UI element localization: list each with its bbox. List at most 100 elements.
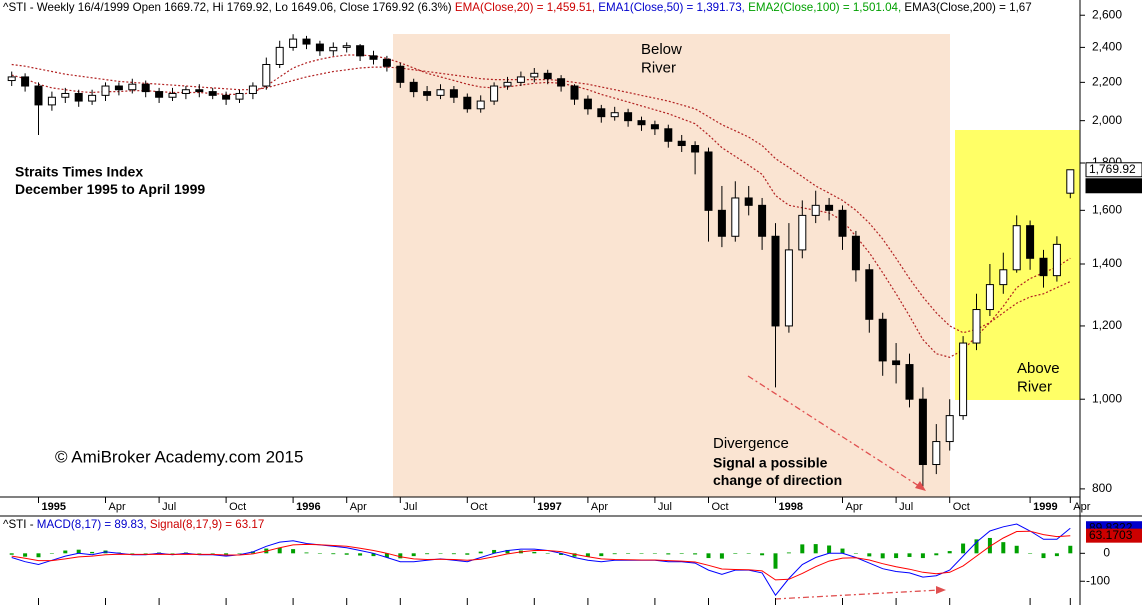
macd-histogram [411,553,416,557]
y-tick-label: 1,600 [1092,203,1122,217]
header-part: Signal(8,17,9) = 63.17 [150,518,264,531]
candle-body [141,83,150,93]
candle-body [731,197,740,237]
price-label-box [1085,178,1142,194]
x-tick-label: Apr [350,501,367,513]
candle-body [758,204,767,237]
header-part: MACD(8,17) = 89.83, [37,518,150,531]
candle-body [369,55,378,60]
candle-body [409,81,418,93]
macd-histogram [666,553,671,555]
y-tick-label: 2,600 [1092,7,1122,21]
candle-body [88,94,97,102]
x-tick-label: Oct [953,501,970,513]
y-tick-label: 1,200 [1092,318,1122,332]
macd-histogram [545,553,550,554]
candle-body [624,112,633,122]
candle-body [865,269,874,320]
macd-histogram [652,553,657,554]
macd-histogram [894,553,899,559]
candle-body [1052,243,1061,277]
macd-histogram [907,553,912,557]
arrow-head [936,586,946,594]
candle-body [423,91,432,96]
macd-histogram [49,553,54,554]
macd-histogram [1014,545,1019,554]
candle-body [275,46,284,65]
macd-histogram [773,553,778,569]
price-label-box [1085,162,1142,178]
macd-histogram [465,553,470,555]
macd-histogram [1028,553,1033,554]
candle-body [664,128,673,142]
macd-histogram [612,553,617,555]
macd-histogram [639,553,644,554]
candle-body [530,72,539,78]
x-tick-label: Jul [162,501,176,513]
macd-histogram [9,553,14,555]
candle-body [557,78,566,87]
header-part: ^STI - Weekly 16/4/1999 Open 1669.72, Hi… [3,1,455,14]
ema-line [11,54,1071,358]
macd-histogram [304,552,309,554]
macd-histogram [585,553,590,557]
candle-body [436,89,445,96]
macd-histogram [170,553,175,554]
header-part: EMA(Close,20) = 1,459.51, [455,1,598,14]
candle-body [1066,169,1075,194]
macd-histogram [317,553,322,554]
candle-body [128,83,137,91]
macd-line [11,523,1071,597]
macd-histogram [532,551,537,554]
candle-body [101,85,110,96]
macd-histogram [23,553,28,557]
x-tick-label: Jul [403,501,417,513]
candle-body [396,65,405,83]
y-tick-label: 1,400 [1092,256,1122,270]
header-part: ^STI - [3,518,37,531]
candle-body [222,94,231,100]
x-tick-label: 1998 [779,501,803,513]
macd-histogram [237,553,242,554]
y-tick-label: -100 [1086,573,1110,587]
macd-histogram [679,553,684,554]
candle-body [905,364,914,400]
macd-histogram [626,553,631,554]
macd-histogram [505,549,510,554]
annotation: Below [641,41,682,58]
y-tick-label: 2,200 [1092,75,1122,89]
candle-body [181,89,190,94]
candle-body [704,151,713,211]
macd-histogram [492,549,497,554]
y-tick-label: 1,000 [1092,391,1122,405]
candle-body [784,249,793,327]
macd-histogram [344,553,349,555]
x-tick-label: Oct [712,501,729,513]
macd-histogram [599,553,604,557]
annotation: Above [1017,360,1060,377]
candle-body [262,63,271,87]
candle-body [302,38,311,45]
candle-body [7,76,16,82]
x-tick-label: Apr [109,501,126,513]
annotation: Divergence [713,435,789,452]
candle-body [168,92,177,98]
candle-body [878,318,887,362]
candle-body [650,124,659,130]
x-tick-label: Apr [846,501,863,513]
price-header: ^STI - Weekly 16/4/1999 Open 1669.72, Hi… [3,1,1032,14]
candle-body [61,92,70,98]
price-panel [7,34,1075,487]
macd-histogram [827,545,832,554]
price-label: 1,769.92 [1089,162,1136,176]
macd-histogram [277,547,282,554]
x-tick-label: Jul [658,501,672,513]
macd-histogram [693,553,698,555]
macd-histogram [987,537,992,554]
candle-body [476,100,485,110]
candle-body [248,85,257,94]
candle-body [811,204,820,216]
candle-body [677,140,686,147]
candle-body [691,145,700,153]
candle-body [47,96,56,106]
